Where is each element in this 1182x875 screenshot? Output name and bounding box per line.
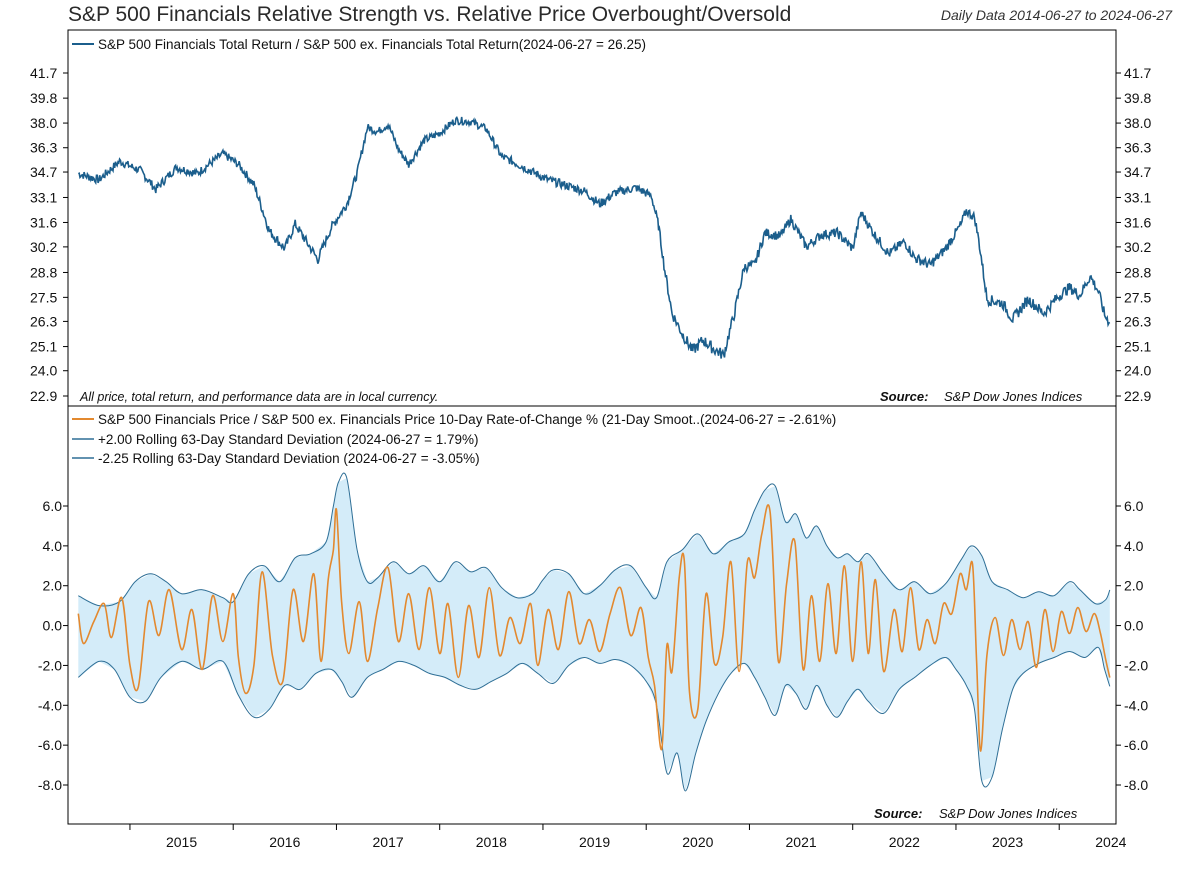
top-right-tick-label: 27.5 — [1124, 289, 1151, 305]
top-y-axis: 41.7 41.7 39.8 39.8 38.0 38.0 36.3 36.3 34.7 34.7… — [30, 65, 1151, 404]
roc-legend-label: S&P 500 Financials Price / S&P 500 ex. F… — [98, 412, 836, 427]
x-tick-label: 2024 — [1095, 834, 1126, 850]
x-tick-label: 2020 — [682, 834, 713, 850]
x-tick-label: 2022 — [889, 834, 920, 850]
currency-note: All price, total return, and performance… — [79, 390, 438, 404]
top-left-tick-label: 27.5 — [30, 289, 57, 305]
bottom-source: S&P Dow Jones Indices — [939, 806, 1078, 821]
x-tick-label: 2015 — [166, 834, 197, 850]
bottom-source-label: Source: — [874, 806, 922, 821]
top-panel-frame — [67, 29, 1117, 407]
upper-std-line — [78, 472, 1111, 607]
top-left-tick-label: 30.2 — [30, 239, 57, 255]
top-left-tick-label: 28.8 — [30, 264, 57, 280]
bottom-right-tick-label: -6.0 — [1124, 737, 1148, 753]
bottom-left-tick-label: -8.0 — [38, 777, 62, 793]
top-left-tick-label: 38.0 — [30, 115, 57, 131]
top-left-tick-label: 41.7 — [30, 65, 57, 81]
top-source: S&P Dow Jones Indices — [944, 389, 1083, 404]
date-range: Daily Data 2014-06-27 to 2024-06-27 — [940, 7, 1172, 23]
top-right-tick-label: 25.1 — [1124, 339, 1151, 355]
bottom-right-tick-label: -4.0 — [1124, 697, 1148, 713]
top-left-tick-label: 24.0 — [30, 363, 57, 379]
relative-strength-line — [77, 116, 1111, 359]
upper-legend-label: +2.00 Rolling 63-Day Standard Deviation … — [98, 432, 479, 447]
x-tick-label: 2019 — [579, 834, 610, 850]
top-right-tick-label: 31.6 — [1124, 214, 1151, 230]
x-axis: 2015 2016 2017 2018 2019 2020 2021 2022 2023 2024 — [129, 824, 1127, 850]
top-left-tick-label: 36.3 — [30, 140, 57, 156]
top-left-tick-label: 25.1 — [30, 339, 57, 355]
bottom-right-tick-label: 4.0 — [1124, 538, 1144, 554]
bottom-left-tick-label: -2.0 — [38, 657, 62, 673]
bottom-panel-frame — [67, 405, 1117, 825]
top-right-tick-label: 26.3 — [1124, 313, 1151, 329]
bottom-left-tick-label: 6.0 — [43, 498, 63, 514]
top-right-tick-label: 36.3 — [1124, 140, 1151, 156]
roc-line — [77, 504, 1111, 752]
top-legend-label: S&P 500 Financials Total Return / S&P 50… — [98, 37, 646, 52]
lower-std-line — [77, 646, 1111, 792]
x-tick-label: 2021 — [786, 834, 817, 850]
top-right-tick-label: 38.0 — [1124, 115, 1151, 131]
top-left-tick-label: 33.1 — [30, 189, 57, 205]
top-left-tick-label: 26.3 — [30, 313, 57, 329]
x-tick-label: 2016 — [269, 834, 300, 850]
bottom-left-tick-label: -4.0 — [38, 697, 62, 713]
bottom-left-tick-label: 4.0 — [43, 538, 63, 554]
bottom-y-axis: 6.0 6.0 4.0 4.0 2.0 2.0 0.0 0.0 -2.0 -2.0 -4.0 -4.0… — [38, 498, 1148, 793]
top-right-tick-label: 30.2 — [1124, 239, 1151, 255]
bottom-left-tick-label: -6.0 — [38, 737, 62, 753]
top-right-tick-label: 28.8 — [1124, 264, 1151, 280]
top-right-tick-label: 39.8 — [1124, 90, 1151, 106]
top-right-tick-label: 22.9 — [1124, 388, 1151, 404]
top-source-label: Source: — [880, 389, 928, 404]
bottom-right-tick-label: 6.0 — [1124, 498, 1144, 514]
top-right-tick-label: 33.1 — [1124, 189, 1151, 205]
bottom-left-tick-label: 0.0 — [43, 618, 63, 634]
top-left-tick-label: 22.9 — [30, 388, 57, 404]
bottom-left-tick-label: 2.0 — [43, 578, 63, 594]
top-left-tick-label: 31.6 — [30, 214, 57, 230]
top-left-tick-label: 34.7 — [30, 164, 57, 180]
x-tick-label: 2017 — [373, 834, 404, 850]
top-right-tick-label: 34.7 — [1124, 164, 1151, 180]
x-tick-label: 2018 — [476, 834, 507, 850]
x-tick-label: 2023 — [992, 834, 1023, 850]
bottom-right-tick-label: 2.0 — [1124, 578, 1144, 594]
bottom-right-tick-label: -8.0 — [1124, 777, 1148, 793]
lower-legend-label: -2.25 Rolling 63-Day Standard Deviation … — [98, 451, 480, 466]
top-right-tick-label: 41.7 — [1124, 65, 1151, 81]
top-left-tick-label: 39.8 — [30, 90, 57, 106]
top-right-tick-label: 24.0 — [1124, 363, 1151, 379]
bottom-right-tick-label: 0.0 — [1124, 618, 1144, 634]
chart-title: S&P 500 Financials Relative Strength vs.… — [68, 3, 792, 26]
bottom-right-tick-label: -2.0 — [1124, 657, 1148, 673]
